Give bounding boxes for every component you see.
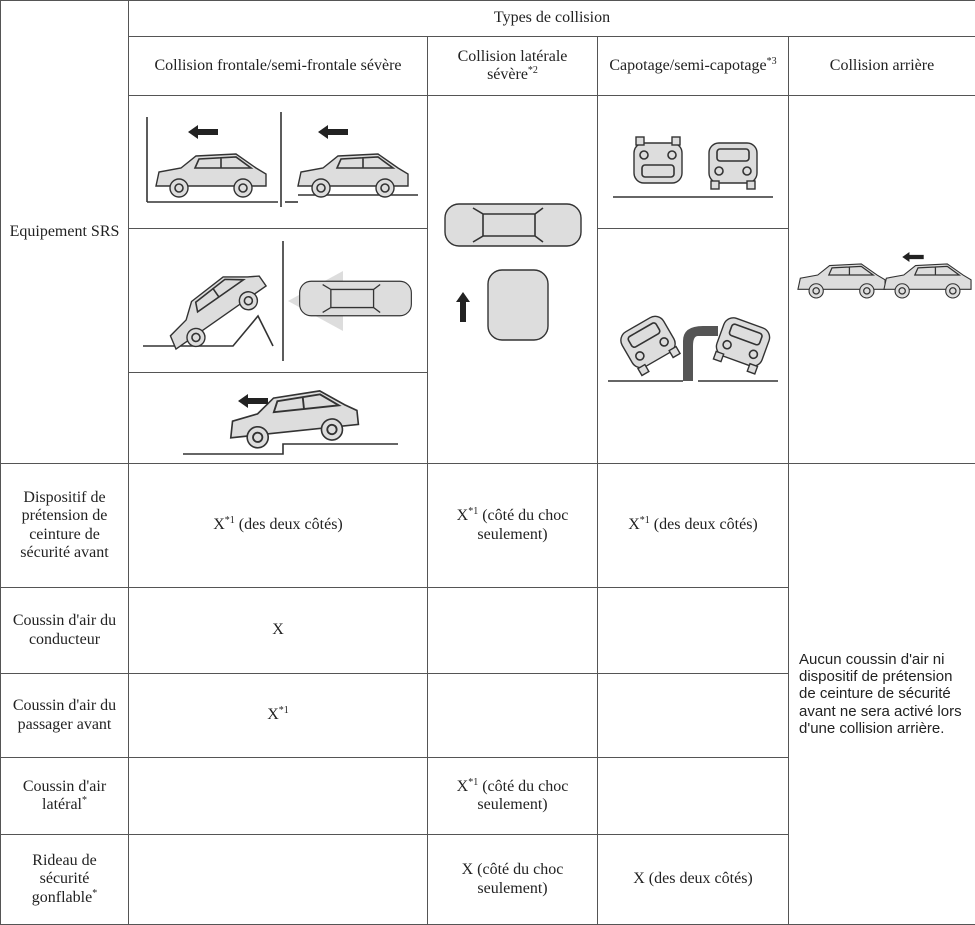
cell	[428, 674, 598, 758]
rollover-drawing	[608, 117, 778, 207]
row-label: Coussin d'air du conducteur	[1, 588, 129, 674]
frontal-drawing	[133, 107, 423, 217]
text: X	[628, 516, 640, 533]
illustration-rear	[789, 96, 975, 464]
text: Coussin d'air latéral	[23, 778, 106, 813]
side-drawing	[438, 180, 588, 380]
cell	[129, 758, 428, 835]
superscript: *3	[767, 56, 777, 67]
cell	[129, 835, 428, 925]
superscript: *	[92, 888, 97, 899]
superscript: *2	[528, 65, 538, 76]
column-header: Capotage/semi-capotage*3	[598, 37, 789, 96]
offset-drawing	[133, 376, 423, 461]
cell	[598, 588, 789, 674]
rollover-2-drawing	[603, 271, 783, 421]
text: X	[457, 778, 469, 795]
text: X	[213, 516, 225, 533]
cell: X	[129, 588, 428, 674]
cell: X*1	[129, 674, 428, 758]
text: (des deux côtés)	[235, 516, 343, 533]
illustration-rollover-1	[598, 96, 789, 229]
text: Rideau de sécurité gonflable	[32, 852, 97, 906]
text: Collision frontale/semi-frontale sévère	[154, 57, 401, 74]
cell	[598, 674, 789, 758]
column-header: Collision frontale/semi-frontale sévère	[129, 37, 428, 96]
semi-frontal-drawing	[133, 236, 423, 366]
superscript: *1	[279, 705, 289, 716]
illustration-semi-frontal	[129, 229, 428, 373]
illustration-side	[428, 96, 598, 464]
superscript: *1	[640, 515, 650, 526]
column-header: Collision arrière	[789, 37, 975, 96]
cell: X (côté du choc seulement)	[428, 835, 598, 925]
superscript: *1	[468, 777, 478, 788]
row-label: Coussin d'air latéral*	[1, 758, 129, 835]
row-label: Coussin d'air du passager avant	[1, 674, 129, 758]
illustration-offset	[129, 373, 428, 464]
cell: X*1 (des deux côtés)	[129, 464, 428, 588]
cell: X*1 (côté du choc seulement)	[428, 464, 598, 588]
text: X	[457, 507, 469, 524]
cell	[598, 758, 789, 835]
group-header: Types de collision	[129, 1, 975, 37]
text: Collision arrière	[830, 57, 934, 74]
text: X	[267, 706, 279, 723]
rear-note: Aucun coussin d'air ni dispositif de pré…	[789, 464, 975, 925]
text: Capotage/semi-capotage	[609, 57, 766, 74]
rear-drawing	[792, 250, 972, 310]
column-header: Collision latérale sévère*2	[428, 37, 598, 96]
illustration-rollover-2	[598, 229, 789, 464]
superscript: *1	[468, 506, 478, 517]
cell: X*1 (des deux côtés)	[598, 464, 789, 588]
cell: X*1 (côté du choc seulement)	[428, 758, 598, 835]
text: (des deux côtés)	[650, 516, 758, 533]
superscript: *	[82, 795, 87, 806]
row-label: Dispositif de prétension de ceinture de …	[1, 464, 129, 588]
text: (côté du choc seulement)	[477, 778, 568, 813]
cell	[428, 588, 598, 674]
superscript: *1	[225, 515, 235, 526]
text: (côté du choc seulement)	[477, 507, 568, 542]
text: Collision latérale sévère	[458, 48, 568, 83]
corner-label: Equipement SRS	[1, 1, 129, 464]
illustration-frontal	[129, 96, 428, 229]
row-label: Rideau de sécurité gonflable*	[1, 835, 129, 925]
cell: X (des deux côtés)	[598, 835, 789, 925]
